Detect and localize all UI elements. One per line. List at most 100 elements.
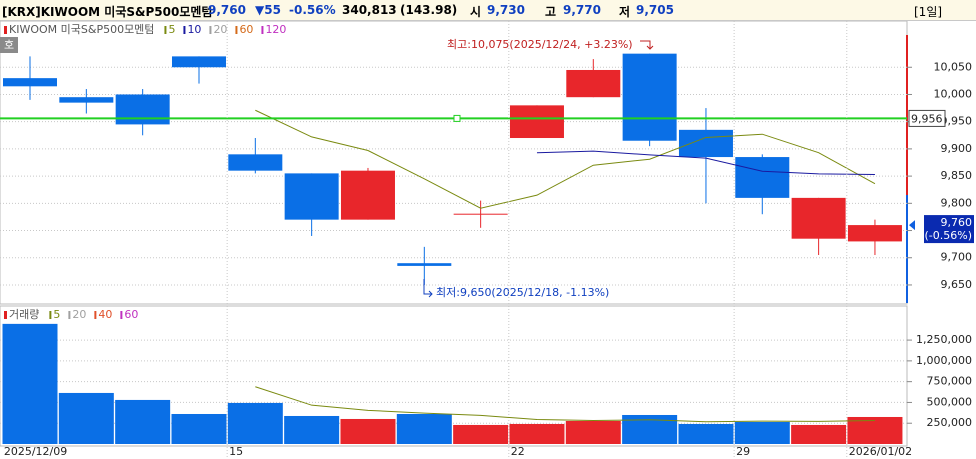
last-price-box: [924, 215, 974, 244]
legend-entry: 5: [53, 308, 60, 321]
quote-button-label[interactable]: 호: [4, 39, 14, 52]
y-tick-label: 1,250,000: [916, 333, 972, 346]
moving-average: [536, 150, 875, 175]
legend-marker: [49, 311, 52, 319]
legend-entry: 60: [239, 23, 253, 36]
legend-entry: 10: [187, 23, 201, 36]
candle-body: [622, 53, 677, 141]
price: 9,760: [208, 3, 246, 17]
legend-marker: [261, 26, 264, 34]
low-arrow: [423, 279, 433, 298]
volume-bar: [396, 413, 452, 444]
candle-body: [340, 170, 395, 220]
y-tick-label: 9,900: [941, 142, 973, 155]
low-label: 저: [619, 5, 631, 19]
volume-bar: [340, 418, 396, 444]
candle-body: [397, 263, 452, 266]
legend-entry: 5: [168, 23, 175, 36]
candle-body: [59, 97, 114, 103]
legend-title: 거래량: [9, 308, 39, 321]
y-tick-label: 10,050: [934, 60, 973, 73]
y-tick-label: 9,950: [941, 115, 973, 128]
open: 9,730: [487, 3, 525, 17]
chart: 호 9,6509,7009,7509,8009,8509,9009,95010,…: [0, 21, 974, 458]
volume-bar: [678, 423, 734, 444]
open-label: 시: [470, 5, 482, 19]
period-button[interactable]: [1일]: [914, 5, 943, 19]
volume-bar: [115, 399, 171, 444]
volume-bar: [227, 402, 283, 444]
quote-header: [KRX]KIWOOM 미국S&P500모멘텀 9,760 ▼55 -0.56%…: [0, 0, 976, 21]
moving-average: [255, 386, 875, 423]
legend-title: KIWOOM 미국S&P500모멘텀: [9, 23, 154, 36]
candle-body: [171, 56, 226, 68]
y-tick-label: 9,700: [941, 251, 973, 264]
high-arrow: [640, 40, 654, 50]
candle-body: [115, 94, 170, 125]
volume-rate: (143.98): [400, 3, 458, 17]
legend-marker: [94, 311, 97, 319]
legend-entry: 60: [124, 308, 138, 321]
volume-bar: [453, 424, 509, 444]
x-tick-label: 15: [229, 445, 243, 458]
reference-label: 9,956: [911, 112, 943, 125]
change-rate: -0.56%: [289, 3, 336, 17]
volume-bar: [509, 423, 565, 444]
candle-body: [735, 157, 790, 198]
volume: 340,813: [342, 3, 397, 17]
candle-body: [3, 78, 57, 87]
volume-bar: [2, 323, 58, 444]
candle-body: [791, 197, 846, 239]
legend-marker: [183, 26, 186, 34]
legend-marker: [4, 311, 7, 319]
low: 9,705: [636, 3, 674, 17]
volume-bar: [58, 392, 114, 444]
candle-body: [678, 129, 733, 158]
symbol: [KRX]KIWOOM 미국S&P500모멘텀: [2, 5, 213, 19]
candle-body: [509, 105, 564, 139]
legend-marker: [68, 311, 71, 319]
volume-bar: [284, 415, 340, 444]
reference-handle: [453, 114, 461, 122]
y-tick-label: 9,850: [941, 169, 973, 182]
moving-average: [255, 109, 876, 209]
last-rate: (-0.56%): [925, 229, 973, 242]
x-tick-label: 22: [511, 445, 525, 458]
y-tick-label: 500,000: [927, 395, 973, 408]
candle-body: [847, 225, 902, 242]
volume-bar: [847, 416, 903, 444]
volume-bar: [734, 421, 790, 444]
y-tick-label: 250,000: [927, 416, 973, 429]
volume-bar: [171, 413, 227, 444]
high-label: 고: [545, 5, 557, 19]
quote-button[interactable]: [0, 37, 18, 53]
change: ▼55: [255, 3, 281, 17]
legend-entry: 20: [213, 23, 227, 36]
x-tick-label: 2026/01/02: [849, 445, 912, 458]
y-tick-label: 10,000: [934, 87, 973, 100]
low-annotation: 최저:9,650(2025/12/18, -1.13%): [436, 286, 609, 299]
legend-marker: [235, 26, 238, 34]
last-price: 9,760: [941, 216, 973, 229]
legend-entry: 20: [72, 308, 86, 321]
legend-marker: [120, 311, 123, 319]
y-tick-label: 1,000,000: [916, 354, 972, 367]
legend-marker: [209, 26, 212, 34]
y-tick-label: 9,650: [941, 278, 973, 291]
candle-body: [566, 69, 621, 98]
legend-marker: [164, 26, 167, 34]
candle-body: [284, 173, 339, 220]
legend-marker: [4, 26, 7, 34]
y-tick-label: 9,800: [941, 196, 973, 209]
reference-box: [908, 109, 946, 127]
x-tick-label: 29: [736, 445, 750, 458]
y-tick-label: 750,000: [927, 375, 973, 388]
volume-bar: [565, 420, 621, 444]
high: 9,770: [563, 3, 601, 17]
high-annotation: 최고:10,075(2025/12/24, +3.23%): [447, 38, 633, 51]
price-arrow: [909, 220, 915, 231]
legend-entry: 40: [98, 308, 112, 321]
candle-body: [228, 154, 283, 171]
candle-body: [453, 213, 508, 215]
